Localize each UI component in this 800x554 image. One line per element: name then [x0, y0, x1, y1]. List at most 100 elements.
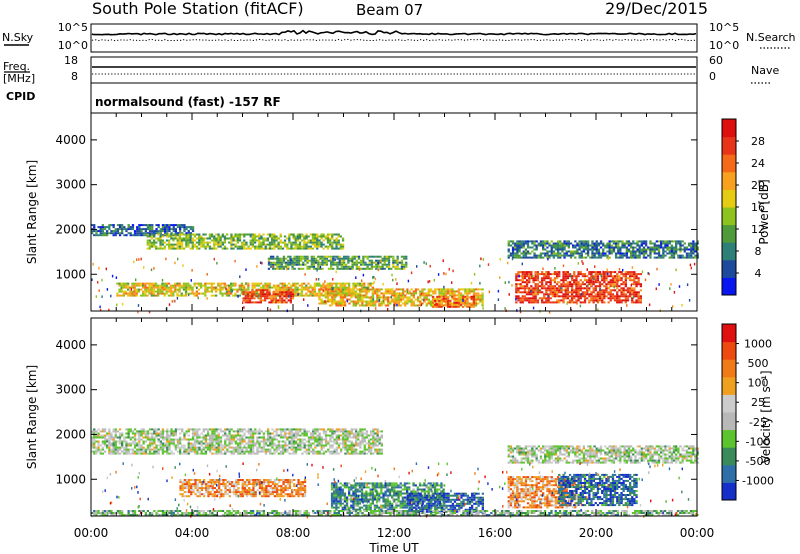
- power-cell: [675, 252, 678, 255]
- power-cell: [543, 297, 546, 300]
- power-cell: [567, 254, 570, 257]
- velocity-cell: [151, 438, 154, 441]
- power-cell: [261, 293, 265, 296]
- power-cell: [632, 296, 635, 299]
- velocity-cell: [228, 432, 231, 435]
- power-cell: [608, 248, 611, 251]
- power-cell: [331, 296, 334, 299]
- power-cell: [191, 243, 194, 246]
- power-cell: [576, 250, 579, 253]
- velocity-cell: [221, 452, 225, 455]
- velocity-cell: [91, 450, 94, 453]
- power-cell: [115, 276, 118, 279]
- velocity-cell: [224, 432, 227, 435]
- power-cell: [165, 243, 169, 246]
- power-cell: [617, 242, 620, 245]
- power-cell: [281, 288, 284, 291]
- velocity-cell: [155, 428, 158, 431]
- power-cell: [583, 273, 587, 276]
- power-cell: [176, 294, 179, 297]
- power-cell: [577, 271, 580, 274]
- power-cell: [154, 294, 158, 297]
- power-cell: [526, 250, 530, 253]
- velocity-cell: [91, 432, 94, 435]
- power-cell: [289, 299, 292, 302]
- power-cell: [561, 254, 564, 257]
- velocity-cell: [187, 446, 190, 449]
- power-cell: [552, 256, 555, 259]
- power-cell: [249, 295, 251, 299]
- power-cell: [137, 288, 140, 291]
- power-cell: [410, 288, 413, 291]
- power-cell: [610, 244, 613, 247]
- power-cell: [210, 284, 213, 287]
- power-cell: [330, 294, 334, 297]
- power-cell: [376, 294, 379, 297]
- velocity-cell: [161, 428, 165, 431]
- power-cell: [337, 288, 340, 291]
- power-cell: [331, 245, 334, 248]
- velocity-cell: [241, 446, 244, 449]
- power-cell: [464, 297, 467, 300]
- power-cell: [696, 254, 699, 257]
- power-cell: [337, 241, 340, 244]
- power-cell: [664, 246, 667, 249]
- power-cell: [523, 277, 527, 280]
- power-cell: [217, 233, 220, 236]
- power-cell: [103, 228, 107, 231]
- power-cell: [343, 284, 347, 287]
- power-cell: [536, 299, 539, 302]
- power-cell: [343, 286, 347, 289]
- power-cell: [361, 300, 364, 303]
- power-cell: [137, 282, 140, 285]
- power-cell: [303, 245, 306, 248]
- velocity-cell: [204, 444, 208, 447]
- power-cell: [249, 247, 252, 250]
- velocity-cell: [228, 446, 231, 449]
- power-cell: [609, 297, 612, 300]
- power-cell: [655, 248, 658, 251]
- power-cell: [129, 232, 132, 235]
- velocity-cell: [219, 430, 223, 433]
- power-cell: [221, 247, 224, 250]
- power-cell: [575, 283, 578, 286]
- power-cell: [435, 302, 437, 306]
- power-cell: [339, 296, 342, 299]
- power-cell: [548, 244, 551, 247]
- power-cell: [599, 246, 603, 249]
- power-cell: [535, 254, 538, 257]
- power-cell: [668, 246, 671, 249]
- power-cell: [511, 257, 514, 261]
- velocity-cell: [196, 438, 199, 441]
- power-cell: [309, 233, 312, 236]
- velocity-cell: [215, 442, 218, 445]
- power-cell: [524, 240, 528, 243]
- power-cell: [121, 232, 124, 235]
- velocity-cell: [267, 450, 270, 453]
- power-cell: [438, 303, 441, 306]
- power-cell: [623, 252, 626, 255]
- power-cell: [607, 281, 610, 284]
- velocity-cell: [112, 452, 115, 455]
- power-cell: [565, 252, 568, 255]
- power-cell: [372, 276, 374, 279]
- velocity-cell: [166, 440, 169, 443]
- power-cell: [165, 290, 168, 293]
- power-cell: [599, 242, 603, 245]
- power-cell: [335, 270, 337, 274]
- power-cell: [438, 292, 441, 295]
- power-cell: [639, 285, 642, 288]
- power-cell: [337, 233, 340, 236]
- power-cell: [353, 257, 356, 260]
- power-cell: [595, 252, 598, 255]
- power-cell: [662, 240, 665, 243]
- power-cell: [248, 293, 252, 296]
- colorbar-segment: [722, 189, 736, 208]
- power-cell: [342, 261, 346, 264]
- velocity-cell: [123, 450, 126, 453]
- power-cell: [242, 288, 246, 291]
- power-cell: [182, 294, 186, 297]
- power-cell: [549, 291, 552, 294]
- power-cell: [605, 295, 608, 298]
- power-cell: [180, 294, 183, 297]
